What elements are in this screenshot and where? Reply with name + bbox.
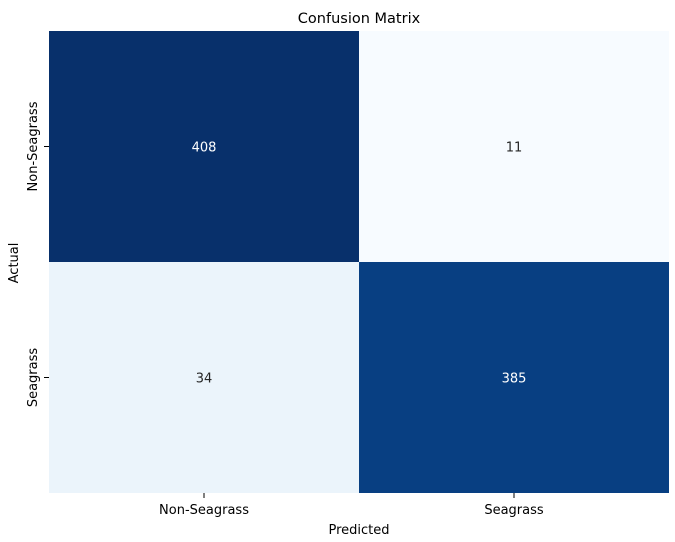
cell-value-r0-c0: 408: [192, 141, 217, 156]
cell-value-r1-c0: 34: [196, 372, 213, 387]
y-tick-label-1: Seagrass: [26, 348, 41, 408]
heatmap-cell-r1-c1: [359, 262, 669, 493]
y-axis-ticks: Non-Seagrass Seagrass: [26, 101, 49, 407]
heatmap-cell-r1-c0: [49, 262, 359, 493]
heatmap-cells: [49, 31, 669, 493]
heatmap-cell-labels: 408 11 34 385: [192, 141, 527, 387]
cell-value-r0-c1: 11: [506, 141, 523, 156]
y-tick-label-0: Non-Seagrass: [26, 101, 41, 191]
y-axis-label: Actual: [7, 243, 22, 284]
cell-value-r1-c1: 385: [502, 372, 527, 387]
heatmap-cell-r0-c0: [49, 31, 359, 262]
x-axis-ticks: Non-Seagrass Seagrass: [159, 493, 544, 518]
x-tick-label-0: Non-Seagrass: [159, 503, 249, 518]
x-tick-label-1: Seagrass: [484, 503, 544, 518]
chart-title: Confusion Matrix: [298, 11, 421, 27]
x-axis-label: Predicted: [328, 523, 389, 538]
heatmap-cell-r0-c1: [359, 31, 669, 262]
